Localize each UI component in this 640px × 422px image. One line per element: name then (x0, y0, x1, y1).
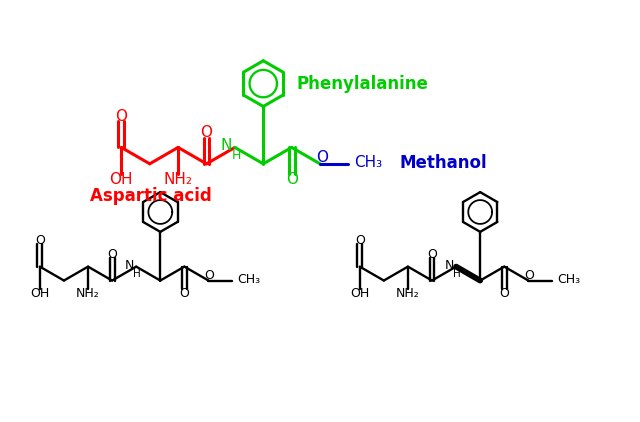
Text: O: O (355, 234, 365, 247)
Text: O: O (499, 287, 509, 300)
Text: H: H (232, 149, 241, 162)
Text: NH₂: NH₂ (76, 287, 100, 300)
Text: OH: OH (30, 287, 49, 300)
Text: CH₃: CH₃ (237, 273, 260, 286)
Text: H: H (453, 268, 461, 279)
Text: O: O (427, 248, 437, 261)
Text: CH₃: CH₃ (354, 155, 382, 170)
Text: O: O (200, 125, 212, 140)
Text: OH: OH (350, 287, 369, 300)
Text: NH₂: NH₂ (396, 287, 420, 300)
Text: O: O (179, 287, 189, 300)
Text: H: H (133, 268, 141, 279)
Text: N: N (125, 259, 134, 272)
Text: O: O (107, 248, 117, 261)
Text: OH: OH (109, 172, 133, 187)
Text: N: N (445, 259, 454, 272)
Text: Phenylalanine: Phenylalanine (296, 75, 428, 92)
Text: O: O (285, 172, 298, 187)
Text: O: O (35, 234, 45, 247)
Text: O: O (205, 269, 214, 282)
Text: Methanol: Methanol (399, 154, 487, 172)
Text: N: N (221, 138, 232, 153)
Text: NH₂: NH₂ (164, 172, 193, 187)
Text: Aspartic acid: Aspartic acid (90, 187, 212, 205)
Text: O: O (524, 269, 534, 282)
Text: O: O (115, 109, 127, 124)
Text: CH₃: CH₃ (557, 273, 580, 286)
Text: O: O (316, 150, 328, 165)
